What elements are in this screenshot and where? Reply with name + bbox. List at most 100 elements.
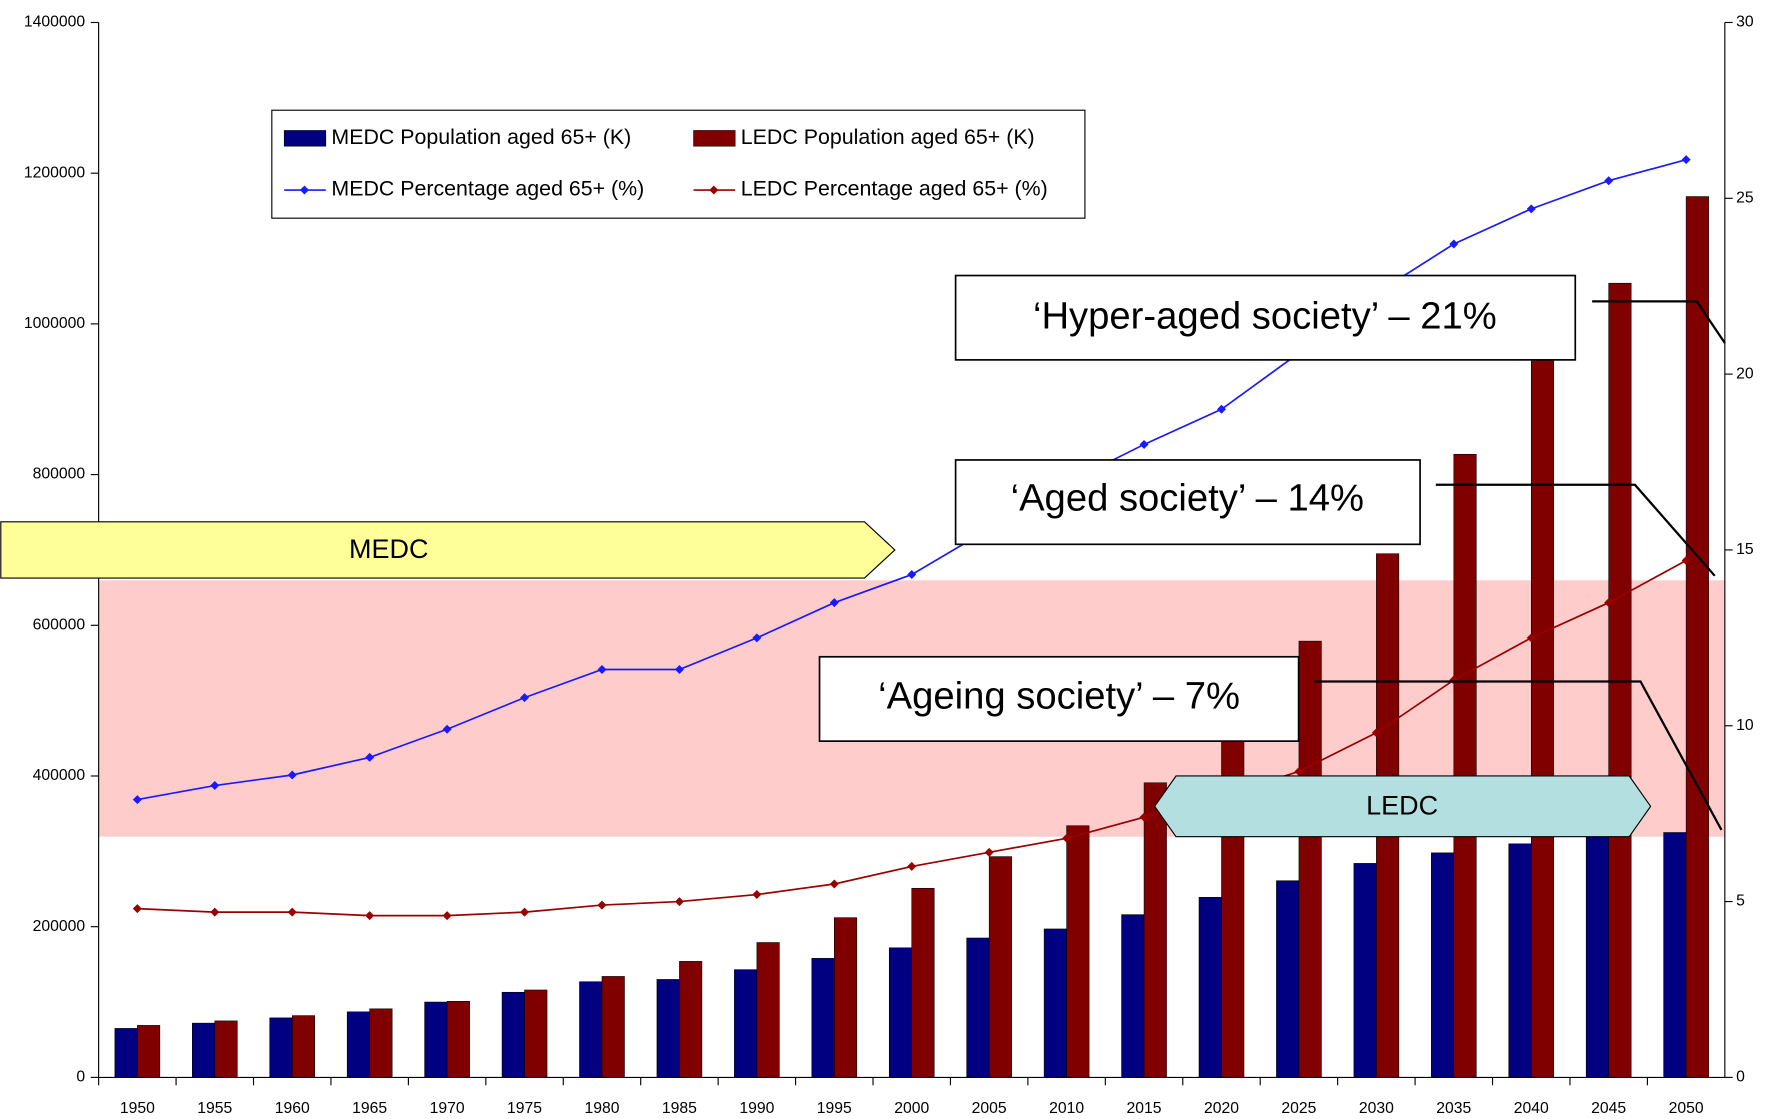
x-tick-label: 2050 bbox=[1669, 1100, 1704, 1117]
marker bbox=[1526, 204, 1536, 214]
x-tick-label: 2035 bbox=[1436, 1100, 1471, 1117]
x-tick-label: 2015 bbox=[1127, 1100, 1162, 1117]
x-tick-label: 1965 bbox=[352, 1100, 387, 1117]
marker bbox=[597, 900, 607, 910]
bar bbox=[911, 887, 935, 1078]
bar bbox=[756, 942, 780, 1078]
y-tick-label: 1000000 bbox=[24, 315, 86, 332]
bar bbox=[424, 1001, 448, 1078]
legend-swatch bbox=[283, 130, 327, 147]
x-tick-label: 1980 bbox=[584, 1100, 619, 1117]
y-tick-label: 0 bbox=[76, 1069, 85, 1086]
y2-tick-label: 25 bbox=[1736, 189, 1754, 206]
bar bbox=[579, 981, 603, 1078]
marker bbox=[829, 879, 839, 889]
x-tick-label: 1985 bbox=[662, 1100, 697, 1117]
bar bbox=[1353, 863, 1377, 1078]
marker bbox=[907, 570, 917, 580]
x-tick-label: 1960 bbox=[275, 1100, 310, 1117]
x-tick-label: 2025 bbox=[1281, 1100, 1316, 1117]
marker bbox=[1216, 404, 1226, 414]
x-tick-label: 1995 bbox=[817, 1100, 852, 1117]
bar bbox=[1298, 640, 1322, 1078]
marker bbox=[597, 664, 607, 674]
bar bbox=[1685, 196, 1709, 1078]
ledc-arrow bbox=[1153, 775, 1652, 838]
connector bbox=[1592, 300, 1726, 344]
marker bbox=[984, 847, 994, 857]
bar bbox=[988, 856, 1012, 1078]
medc-arrow bbox=[0, 521, 896, 579]
x-tick-label: 2005 bbox=[972, 1100, 1007, 1117]
x-tick-label: 1955 bbox=[197, 1100, 232, 1117]
y-tick-label: 400000 bbox=[33, 767, 86, 784]
bar bbox=[214, 1020, 238, 1078]
marker bbox=[1139, 439, 1149, 449]
bar bbox=[291, 1015, 316, 1078]
bar bbox=[269, 1017, 293, 1078]
marker bbox=[442, 724, 452, 734]
bar bbox=[524, 989, 548, 1078]
marker bbox=[1604, 176, 1614, 186]
y2-tick-label: 10 bbox=[1736, 717, 1754, 734]
bar bbox=[734, 969, 758, 1078]
plot bbox=[114, 155, 1709, 1078]
legend-label: MEDC Population aged 65+ (K) bbox=[331, 125, 631, 149]
annotation: ‘Hyper-aged society’ – 21% bbox=[1033, 294, 1497, 337]
x-tick-label: 1950 bbox=[120, 1100, 155, 1117]
y2-tick-label: 15 bbox=[1736, 541, 1754, 558]
y-tick-label: 200000 bbox=[33, 918, 86, 935]
bar bbox=[369, 1008, 393, 1078]
marker bbox=[287, 907, 297, 917]
marker bbox=[1681, 155, 1691, 165]
legend bbox=[271, 109, 1086, 219]
bar bbox=[679, 961, 703, 1078]
marker bbox=[442, 911, 452, 921]
x-tick-label: 2040 bbox=[1514, 1100, 1549, 1117]
marker bbox=[210, 781, 220, 791]
marker bbox=[1294, 766, 1304, 776]
connector bbox=[1314, 680, 1723, 831]
bar bbox=[1066, 825, 1090, 1078]
marker bbox=[132, 904, 142, 914]
bar bbox=[137, 1025, 161, 1078]
marker bbox=[1526, 633, 1536, 643]
legend-items: MEDC Population aged 65+ (K) LEDC Populat… bbox=[283, 125, 1048, 201]
marker bbox=[674, 664, 684, 674]
marker bbox=[1681, 555, 1691, 565]
y-tick-label: 1200000 bbox=[24, 164, 86, 181]
bar bbox=[1585, 836, 1609, 1078]
bar bbox=[1431, 852, 1455, 1078]
marker bbox=[1449, 239, 1459, 249]
bar bbox=[192, 1022, 216, 1078]
legend-swatch bbox=[709, 185, 719, 195]
x-tick-label: 1975 bbox=[507, 1100, 542, 1117]
marker bbox=[752, 890, 762, 900]
medc-label: MEDC bbox=[349, 534, 428, 564]
y2-tick-label: 5 bbox=[1736, 893, 1745, 910]
y2-tick-label: 30 bbox=[1736, 14, 1754, 31]
y-tick-label: 600000 bbox=[33, 616, 86, 633]
x-tick-label: 2030 bbox=[1359, 1100, 1394, 1117]
bar bbox=[966, 937, 990, 1078]
bar bbox=[656, 979, 680, 1078]
legend-label: LEDC Percentage aged 65+ (%) bbox=[741, 177, 1048, 201]
bar bbox=[1530, 357, 1555, 1078]
bar bbox=[114, 1028, 138, 1078]
legend-swatch bbox=[299, 185, 309, 195]
x-tick-label: 2000 bbox=[894, 1100, 929, 1117]
y-tick-label: 1400000 bbox=[24, 14, 86, 31]
marker bbox=[829, 598, 839, 608]
legend-swatch bbox=[693, 130, 736, 147]
x-tick-label: 1990 bbox=[739, 1100, 774, 1117]
bar bbox=[446, 1001, 470, 1078]
annotation: ‘Aged society’ – 14% bbox=[1011, 477, 1364, 520]
y-tick-label: 800000 bbox=[33, 466, 86, 483]
marker bbox=[520, 693, 530, 703]
bar bbox=[346, 1011, 370, 1078]
bar bbox=[1663, 832, 1687, 1078]
bar bbox=[1608, 282, 1632, 1078]
bar bbox=[1276, 880, 1300, 1078]
bar bbox=[1121, 914, 1145, 1078]
